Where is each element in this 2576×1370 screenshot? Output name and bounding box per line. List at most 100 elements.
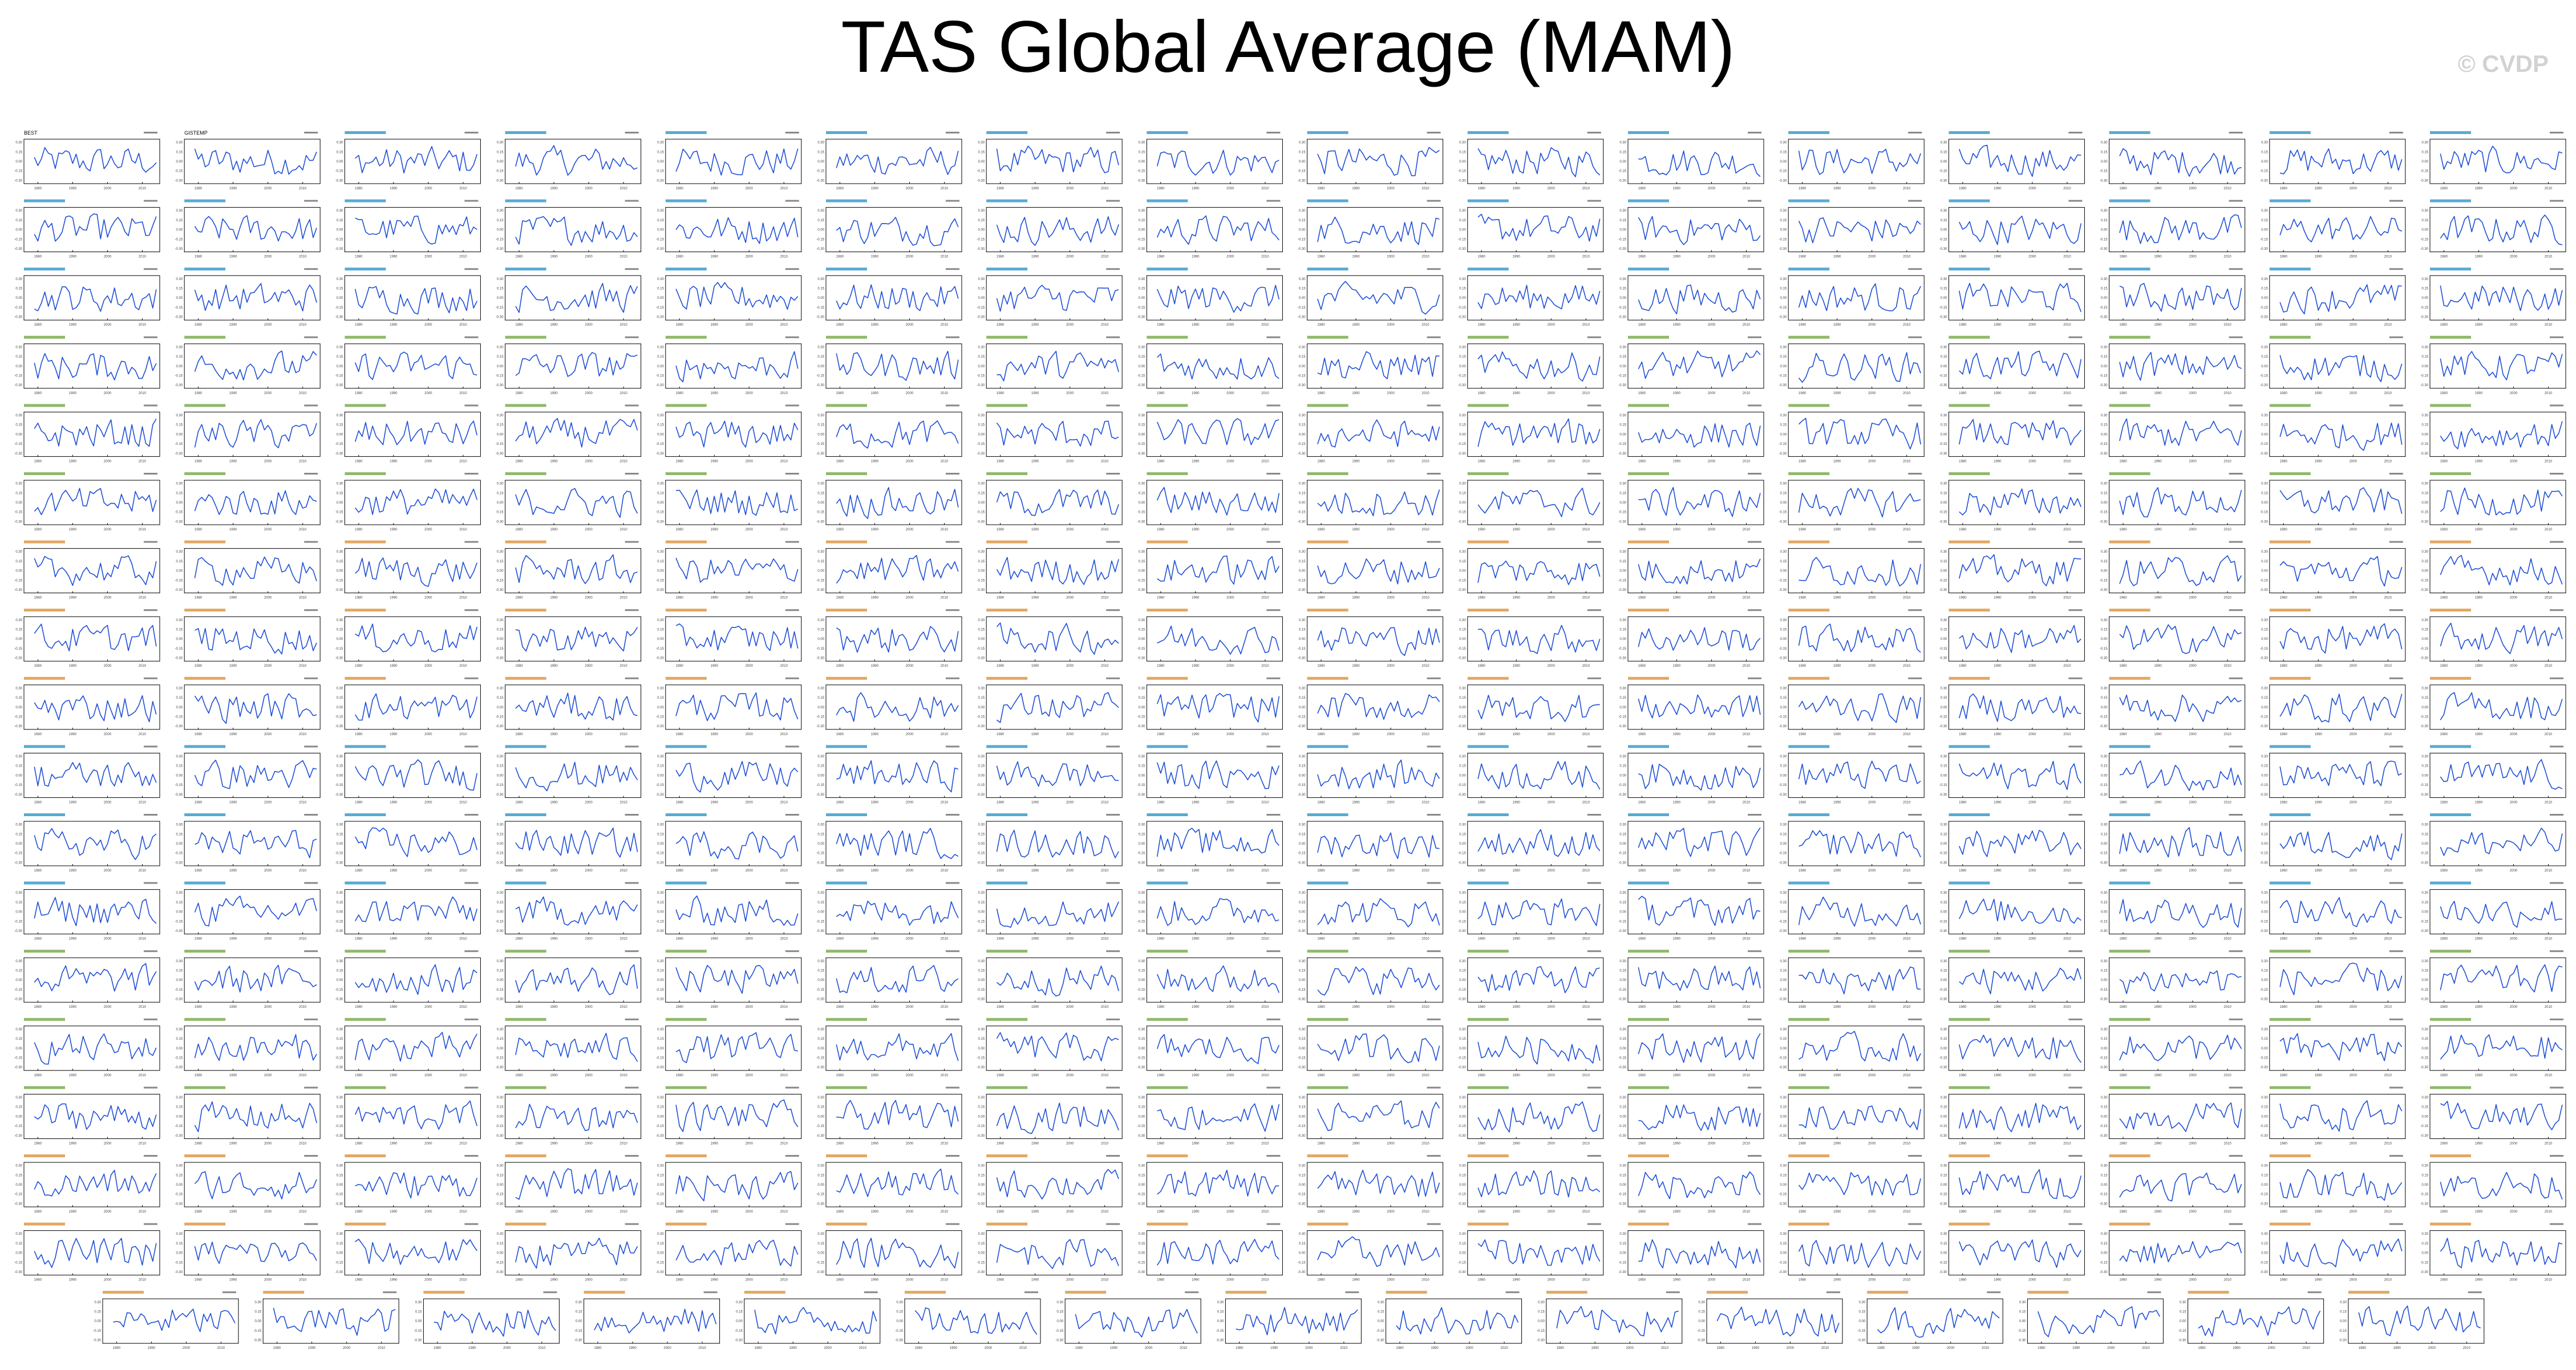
- x-tick-label: 1990: [1833, 187, 1841, 190]
- x-tick-label: 1980: [997, 256, 1005, 259]
- y-tick-label: 0.30: [497, 346, 504, 349]
- x-tick-label: 2010: [1421, 801, 1429, 804]
- y-tick-label: -0.30: [816, 248, 824, 251]
- y-tick-label: 0.30: [1941, 960, 1947, 963]
- x-tick-label: 1980: [195, 256, 202, 259]
- y-tick-label: 0.15: [1139, 1037, 1145, 1041]
- series-line: [355, 1238, 477, 1265]
- y-tick-label: 0.30: [1780, 687, 1787, 690]
- y-tick-label: 0.30: [176, 550, 183, 554]
- y-tick-label: 0.30: [1941, 414, 1947, 418]
- plot-frame: [184, 1230, 321, 1276]
- y-tick-label: 0.00: [1299, 774, 1306, 777]
- x-tick-label: 2000: [746, 869, 754, 873]
- series-line: [2279, 1033, 2403, 1061]
- x-tick-label: 1980: [34, 187, 42, 190]
- y-tick-label: 0.00: [176, 1183, 183, 1187]
- y-tick-label: 0.30: [1139, 209, 1145, 213]
- y-tick-label: 0.30: [1941, 209, 1947, 213]
- x-tick-label: 2000: [424, 801, 432, 804]
- x-tick-label: 1990: [390, 597, 398, 600]
- x-tick-label: 2000: [1548, 664, 1556, 668]
- x-tick-label: 2000: [906, 323, 914, 327]
- y-tick-label: 0.00: [15, 979, 22, 982]
- x-tick-label: 2010: [217, 1347, 225, 1350]
- y-tick-label: -0.15: [656, 443, 664, 446]
- panel-header-mark: [1748, 1018, 1761, 1020]
- panel-header-mark: [785, 336, 799, 338]
- x-tick-label: 2000: [2028, 869, 2036, 873]
- y-tick-label: -0.15: [656, 1261, 664, 1264]
- series-line: [1157, 353, 1279, 380]
- plot-frame: [986, 1093, 1123, 1139]
- plot-frame: [184, 1026, 321, 1071]
- y-tick-label: -0.15: [1939, 784, 1947, 787]
- x-tick-label: 1980: [2119, 938, 2127, 941]
- x-tick-label: 1980: [1317, 256, 1325, 259]
- y-tick-label: 0.30: [1299, 550, 1306, 554]
- panel-label-bar: [1788, 1222, 1830, 1226]
- y-tick-label: -0.30: [1137, 316, 1145, 319]
- x-tick-label: 2000: [183, 1347, 191, 1350]
- plot-frame: [344, 1230, 481, 1276]
- x-tick-label: 2010: [941, 187, 949, 190]
- y-tick-label: -0.15: [1137, 443, 1145, 446]
- y-tick-label: 0.00: [337, 570, 343, 573]
- plot-frame: [184, 1162, 321, 1207]
- y-tick-label: -0.15: [977, 443, 985, 446]
- panel-header-mark: [2068, 336, 2083, 338]
- y-tick-label: 0.30: [1941, 1028, 1947, 1031]
- y-tick-label: 0.30: [1619, 141, 1626, 145]
- x-tick-label: 1980: [1799, 1142, 1807, 1145]
- x-tick-label: 1980: [2280, 664, 2288, 668]
- x-tick-label: 2010: [139, 1006, 147, 1009]
- y-tick-label: -0.30: [1779, 1134, 1787, 1138]
- y-tick-label: 0.15: [176, 151, 183, 154]
- x-tick-label: 2000: [1868, 323, 1876, 327]
- y-tick-label: 0.30: [978, 483, 985, 486]
- x-tick-label: 2010: [1743, 1006, 1751, 1009]
- y-tick-label: 0.30: [497, 1165, 504, 1168]
- y-tick-label: 0.15: [1299, 696, 1306, 700]
- x-tick-label: 2000: [1226, 869, 1234, 873]
- panel-label-bar: [2109, 1154, 2150, 1157]
- y-tick-label: 0.00: [1139, 501, 1145, 505]
- x-tick-label: 1990: [711, 187, 719, 190]
- panel-header-mark: [1587, 1018, 1601, 1020]
- x-tick-label: 1990: [1833, 392, 1841, 395]
- y-tick-label: -0.30: [1939, 248, 1947, 251]
- x-tick-label: 1990: [2475, 664, 2483, 668]
- y-tick-label: 0.15: [817, 833, 824, 836]
- panel-label-bar: [505, 609, 546, 612]
- plot-frame: [1307, 139, 1444, 184]
- x-tick-label: 2000: [1548, 528, 1556, 532]
- x-tick-label: 1980: [195, 1006, 202, 1009]
- y-tick-label: 0.15: [176, 560, 183, 564]
- y-tick-label: 0.00: [337, 638, 343, 641]
- plot-frame: [986, 821, 1123, 866]
- plot-frame: [1627, 275, 1764, 321]
- y-tick-label: 0.30: [657, 755, 664, 759]
- y-tick-label: -0.15: [2260, 511, 2268, 514]
- x-tick-label: 2000: [906, 392, 914, 395]
- x-tick-label: 1990: [390, 664, 398, 668]
- x-tick-label: 1980: [515, 392, 523, 395]
- x-tick-label: 1990: [1352, 801, 1360, 804]
- x-tick-label: 1990: [69, 528, 77, 532]
- y-tick-label: 0.30: [657, 346, 664, 349]
- y-tick-label: 0.30: [1619, 687, 1626, 690]
- plot-frame: [1467, 821, 1604, 866]
- x-tick-label: 1980: [1959, 1210, 1967, 1214]
- panel-label-bar: [345, 609, 386, 612]
- y-tick-label: 0.30: [15, 141, 22, 145]
- plot-frame: [1627, 343, 1764, 389]
- panel-header-mark: [946, 1223, 959, 1225]
- y-tick-label: 0.15: [15, 151, 22, 154]
